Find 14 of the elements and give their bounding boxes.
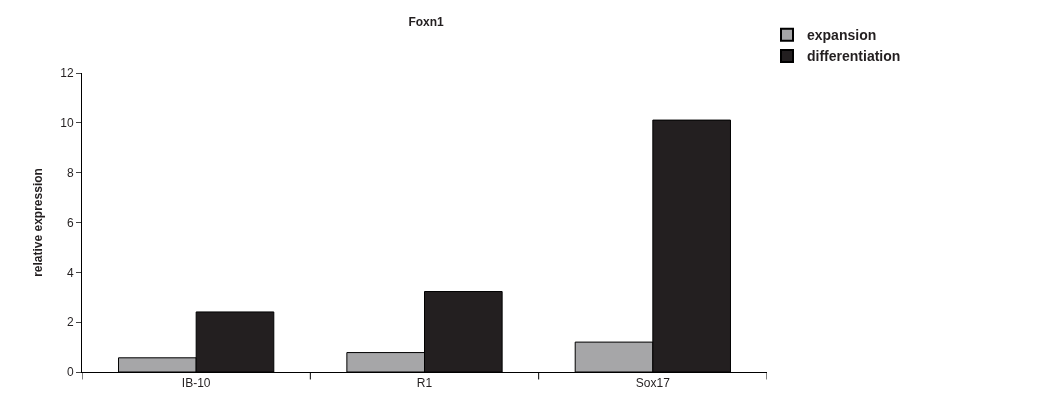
y-tick-label: 12 <box>60 66 74 81</box>
legend-label: expansion <box>807 27 877 44</box>
legend-label: differentiation <box>807 48 901 65</box>
y-tick-label: 10 <box>60 116 74 131</box>
chart-title: Foxn1 <box>408 15 445 30</box>
y-tick-label: 0 <box>66 365 74 380</box>
x-tick-label: IB-10 <box>181 376 211 391</box>
y-tick-label: 2 <box>66 315 74 330</box>
y-tick-label: 8 <box>66 165 74 180</box>
y-tick-label: 6 <box>66 215 74 230</box>
x-tick-label: Sox17 <box>635 376 671 391</box>
x-tick-label: R1 <box>416 376 433 391</box>
y-axis-title: relative expression <box>30 168 45 277</box>
y-tick-label: 4 <box>66 265 74 280</box>
